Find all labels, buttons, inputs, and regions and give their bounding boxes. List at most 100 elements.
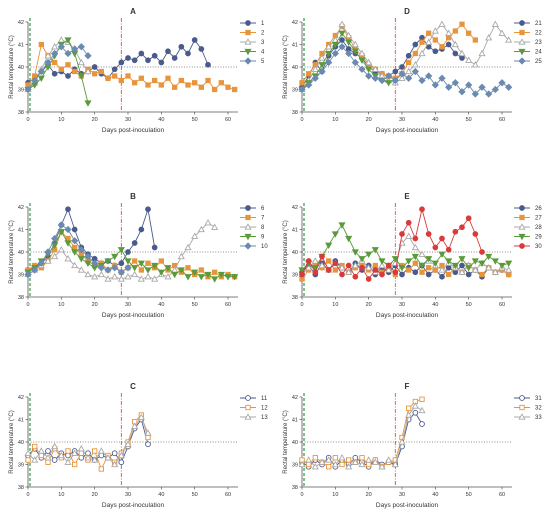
x-tick-label: 0 [26, 492, 29, 498]
data-point [145, 206, 151, 213]
data-point [419, 269, 425, 275]
legend-marker [519, 404, 525, 411]
x-tick-label: 50 [192, 492, 198, 498]
data-point [118, 459, 125, 466]
legend-label: 23 [535, 40, 542, 46]
data-point [231, 274, 239, 281]
data-point [212, 86, 218, 93]
data-point [45, 448, 51, 454]
data-point [124, 258, 132, 265]
data-point [339, 461, 345, 468]
data-point [37, 259, 45, 267]
data-point [459, 224, 465, 231]
x-tick-label: 20 [92, 492, 98, 498]
data-point [338, 43, 346, 51]
legend-label: 4 [261, 50, 265, 56]
data-point [506, 271, 512, 278]
data-point [311, 74, 319, 82]
data-point [111, 450, 118, 457]
legend-marker [244, 233, 252, 241]
y-tick-label: 39 [18, 463, 24, 469]
data-point [358, 65, 366, 73]
data-point [452, 269, 459, 276]
data-point [471, 258, 479, 265]
data-point [371, 247, 379, 254]
data-point [391, 76, 399, 85]
data-point [98, 68, 104, 75]
data-point [345, 31, 353, 39]
legend-label: 24 [535, 50, 542, 56]
data-point [458, 49, 466, 57]
series-25: 25 [298, 43, 542, 98]
data-point [425, 38, 433, 45]
data-point [412, 50, 418, 57]
data-point [299, 271, 305, 278]
data-point [332, 260, 339, 267]
x-tick-label: 20 [366, 302, 372, 308]
x-tick-label: 0 [300, 492, 303, 498]
data-point [379, 271, 385, 278]
data-point [111, 264, 119, 272]
data-point [51, 442, 59, 450]
series-2: 2 [25, 29, 265, 93]
data-point [299, 80, 305, 86]
y-tick-label: 40 [292, 250, 298, 256]
y-tick-label: 40 [18, 440, 24, 446]
legend-label: 33 [535, 415, 542, 421]
data-point [359, 264, 365, 271]
data-point [318, 458, 326, 465]
data-point [38, 41, 44, 48]
data-point [426, 265, 432, 271]
data-point [92, 71, 98, 77]
series-32: 32 [299, 396, 542, 470]
data-point [44, 257, 52, 264]
data-point [418, 76, 426, 85]
data-point [398, 438, 406, 445]
legend-marker [519, 395, 525, 401]
x-tick-label: 0 [26, 302, 29, 308]
legend-label: 32 [535, 406, 542, 412]
data-point [165, 48, 171, 55]
data-point [371, 65, 379, 72]
data-point [365, 58, 373, 66]
y-tick-label: 42 [18, 20, 24, 26]
data-point [51, 70, 58, 77]
data-point [431, 27, 439, 34]
data-point [191, 269, 199, 276]
data-point [365, 276, 372, 282]
data-point [118, 59, 125, 66]
legend-marker [519, 205, 525, 211]
data-point [419, 39, 425, 45]
x-tick-label: 10 [58, 492, 64, 498]
data-point [411, 253, 419, 261]
x-tick-label: 40 [432, 117, 438, 123]
data-point [412, 269, 419, 276]
data-point [391, 460, 399, 468]
legend-marker [245, 395, 251, 401]
data-point [145, 82, 151, 88]
data-point [205, 77, 211, 84]
data-point [185, 265, 191, 271]
x-axis-label: Days post-inoculation [102, 127, 165, 134]
series-line [27, 224, 129, 275]
data-point [91, 273, 99, 280]
legend-label: 6 [261, 206, 265, 212]
data-point [312, 455, 318, 461]
x-tick-label: 40 [432, 492, 438, 498]
data-point [57, 221, 65, 229]
y-tick-label: 38 [292, 485, 298, 491]
data-point [51, 242, 59, 249]
data-point [331, 460, 339, 468]
data-point [351, 40, 359, 48]
data-point [158, 82, 164, 88]
y-tick-label: 41 [18, 43, 24, 49]
x-tick-label: 50 [466, 492, 472, 498]
data-point [505, 83, 513, 91]
data-point [365, 251, 373, 258]
x-tick-label: 50 [192, 302, 198, 308]
data-point [71, 45, 79, 53]
data-point [98, 466, 104, 472]
data-point [478, 83, 486, 91]
data-point [351, 249, 359, 256]
series-5: 5 [24, 43, 265, 94]
